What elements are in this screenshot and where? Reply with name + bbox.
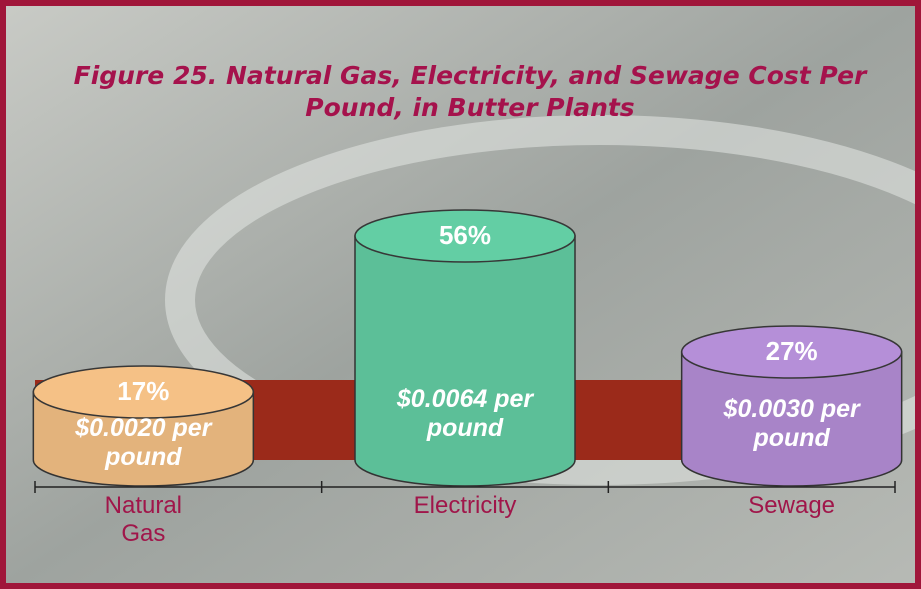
cylinder-top bbox=[32, 365, 255, 419]
value-label: 56% bbox=[438, 220, 492, 250]
cylinder-body bbox=[680, 351, 903, 487]
cylinder-body bbox=[32, 391, 255, 487]
cost-label: $0.0030 per pound bbox=[723, 395, 860, 452]
value-label: 27% bbox=[765, 336, 818, 366]
x-tick-label: Natural Gas bbox=[104, 492, 183, 547]
x-tick-label: Electricity bbox=[413, 492, 517, 519]
cylinder-body bbox=[354, 235, 576, 487]
chart-title: Figure 25. Natural Gas, Electricity, and… bbox=[73, 61, 867, 122]
cylinder-top bbox=[354, 209, 576, 263]
background-tank bbox=[165, 115, 921, 485]
cost-label: $0.0064 per pound bbox=[396, 385, 534, 442]
cylinder-top bbox=[680, 325, 903, 379]
cost-label: $0.0020 per pound bbox=[75, 414, 212, 471]
x-tick-label: Sewage bbox=[748, 492, 836, 519]
value-label: 17% bbox=[117, 376, 170, 406]
